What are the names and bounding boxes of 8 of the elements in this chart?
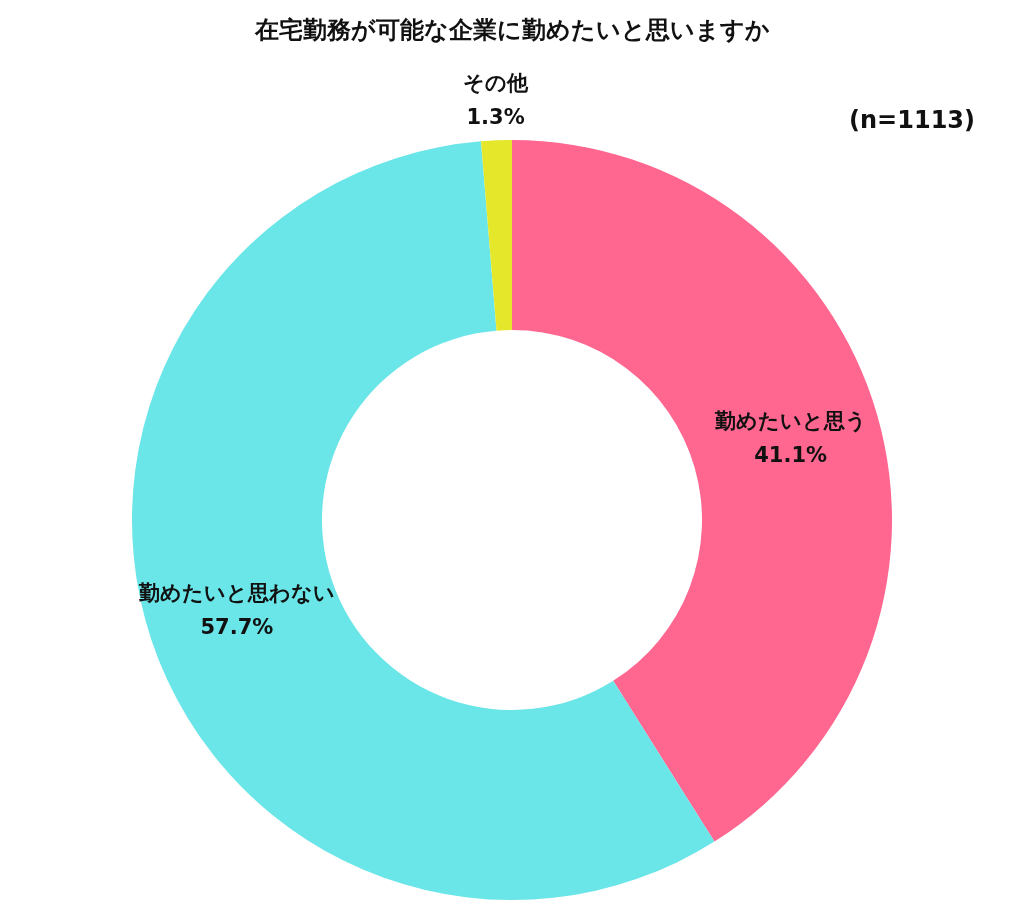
- data-label: 41.1%: [754, 443, 828, 468]
- data-label: 1.3%: [466, 104, 525, 129]
- chart-title: 在宅勤務が可能な企業に勤めたいと思いますか: [253, 16, 770, 45]
- text: (n=1113): [849, 106, 975, 135]
- slice-label: 勤めたいと思わない: [137, 581, 335, 606]
- slice-label: その他: [463, 70, 530, 95]
- slice-label: 勤めたいと思う: [713, 409, 867, 434]
- data-label: 57.7%: [200, 615, 274, 640]
